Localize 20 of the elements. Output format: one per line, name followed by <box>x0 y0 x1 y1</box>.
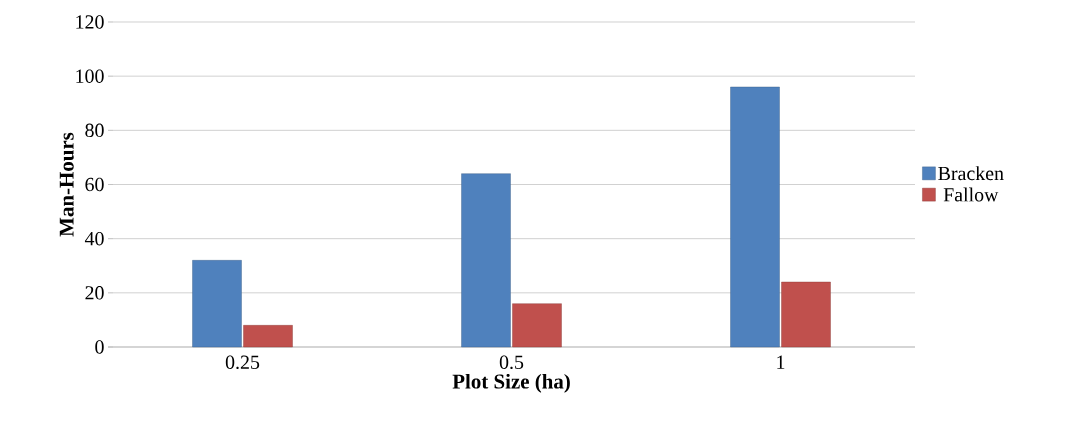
bar <box>461 173 511 348</box>
y-tick-label: 120 <box>76 15 104 29</box>
x-axis-title: Plot Size (ha) <box>452 373 570 393</box>
bar <box>730 86 780 348</box>
y-axis-title: Man-Hours <box>59 132 74 237</box>
x-tick-label: 0.5 <box>499 355 524 370</box>
y-tick-label: 20 <box>85 286 104 300</box>
legend-label: Bracken <box>938 166 1004 181</box>
y-tick-label: 60 <box>85 177 104 192</box>
bar <box>192 260 242 348</box>
x-tick-label: 0.25 <box>225 355 260 370</box>
y-tick-label: 40 <box>84 231 104 246</box>
bar <box>512 303 562 348</box>
legend-label: Fallow <box>943 187 999 202</box>
y-tick-label: 0 <box>95 340 104 354</box>
x-tick-label: 1 <box>777 355 785 369</box>
y-tick-label: 80 <box>85 123 104 138</box>
y-tick-label: 100 <box>76 69 104 83</box>
bar <box>781 281 831 348</box>
bar <box>243 325 293 348</box>
